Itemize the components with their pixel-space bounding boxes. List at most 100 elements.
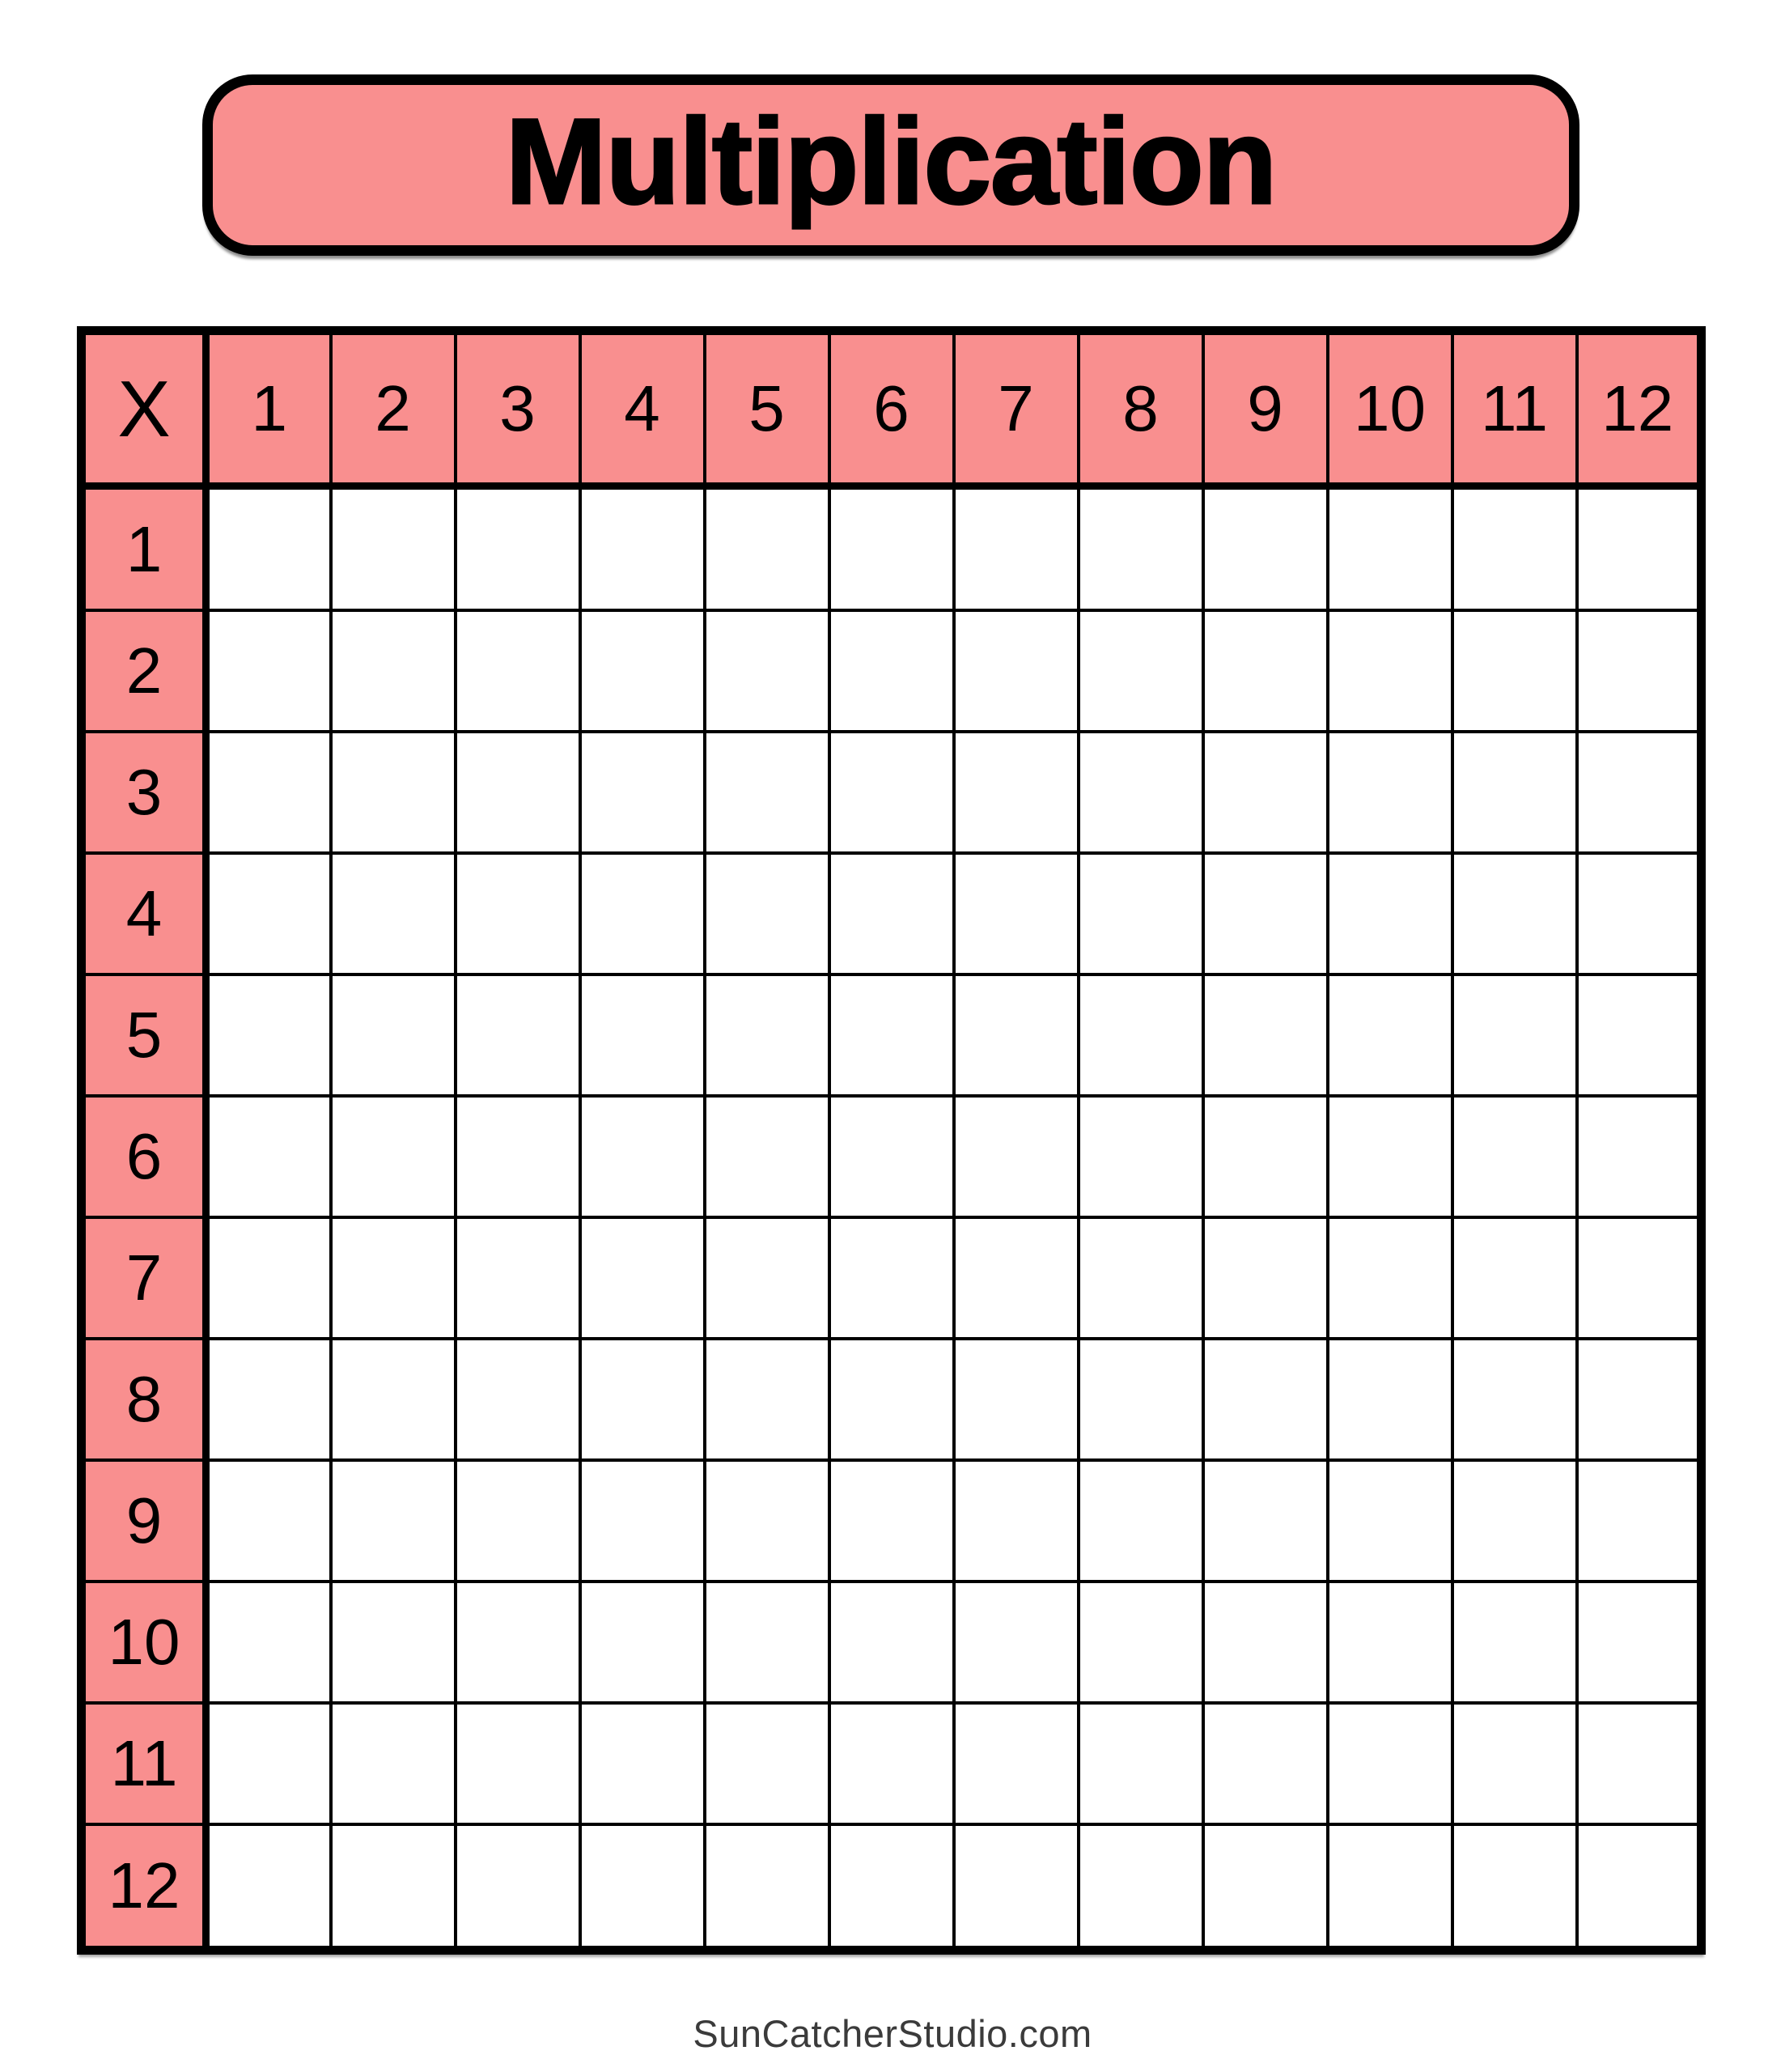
answer-cell (204, 730, 333, 856)
row-header-cell: 5 (79, 973, 210, 1098)
answer-cell (1076, 1701, 1205, 1827)
answer-cell (453, 484, 582, 613)
answer-cell (204, 1580, 333, 1705)
answer-cell (827, 730, 956, 856)
answer-cell (578, 730, 706, 856)
answer-cell (329, 1337, 457, 1463)
answer-cell (453, 1216, 582, 1341)
answer-cell (702, 609, 831, 734)
answer-cell (578, 1580, 706, 1705)
answer-cell (1201, 730, 1329, 856)
row-header-cell: 3 (79, 730, 210, 856)
answer-cell (1325, 973, 1454, 1098)
answer-cell (1450, 484, 1579, 613)
answer-cell (827, 851, 956, 977)
table-row: 10 (79, 1580, 1703, 1705)
column-header-cell: 8 (1076, 329, 1205, 490)
answer-cell (702, 973, 831, 1098)
answer-cell (578, 1337, 706, 1463)
answer-cell (1575, 1580, 1703, 1705)
answer-cell (578, 1216, 706, 1341)
answer-cell (578, 609, 706, 734)
answer-cell (702, 730, 831, 856)
corner-cell: X (79, 329, 210, 490)
answer-cell (1201, 1216, 1329, 1341)
answer-cell (578, 1094, 706, 1220)
answer-cell (1450, 1094, 1579, 1220)
answer-cell (329, 851, 457, 977)
answer-cell (702, 1823, 831, 1952)
answer-cell (1575, 609, 1703, 734)
answer-cell (702, 1337, 831, 1463)
answer-cell (1201, 1580, 1329, 1705)
table-row: 8 (79, 1337, 1703, 1463)
answer-cell (952, 1701, 1080, 1827)
column-header-cell: 7 (952, 329, 1080, 490)
answer-cell (1076, 1580, 1205, 1705)
answer-cell (1076, 1458, 1205, 1584)
answer-cell (1575, 1216, 1703, 1341)
table-row: 1 (79, 484, 1703, 613)
table-row: 12 (79, 1823, 1703, 1952)
answer-cell (1450, 1337, 1579, 1463)
answer-cell (702, 1701, 831, 1827)
row-header-cell: 7 (79, 1216, 210, 1341)
column-header-cell: 1 (204, 329, 333, 490)
answer-cell (329, 1823, 457, 1952)
answer-cell (1201, 1458, 1329, 1584)
answer-cell (952, 1216, 1080, 1341)
answer-cell (1450, 609, 1579, 734)
answer-cell (204, 1701, 333, 1827)
answer-cell (453, 609, 582, 734)
answer-cell (1076, 730, 1205, 856)
answer-cell (329, 1216, 457, 1341)
answer-cell (204, 851, 333, 977)
answer-cell (1201, 851, 1329, 977)
answer-cell (204, 1337, 333, 1463)
table-row: 4 (79, 851, 1703, 977)
answer-cell (329, 1094, 457, 1220)
answer-cell (1575, 1458, 1703, 1584)
answer-cell (827, 484, 956, 613)
answer-cell (1575, 730, 1703, 856)
table-row: 5 (79, 973, 1703, 1098)
answer-cell (1076, 1094, 1205, 1220)
answer-cell (1325, 730, 1454, 856)
answer-cell (1325, 609, 1454, 734)
column-header-cell: 6 (827, 329, 956, 490)
answer-cell (204, 1094, 333, 1220)
row-header-cell: 12 (79, 1823, 210, 1952)
row-header-cell: 8 (79, 1337, 210, 1463)
row-header-cell: 2 (79, 609, 210, 734)
table-row: 2 (79, 609, 1703, 734)
answer-cell (827, 1458, 956, 1584)
answer-cell (1076, 1216, 1205, 1341)
answer-cell (329, 1580, 457, 1705)
answer-cell (453, 1701, 582, 1827)
table-row: 6 (79, 1094, 1703, 1220)
answer-cell (1325, 484, 1454, 613)
answer-cell (578, 1823, 706, 1952)
row-header-cell: 9 (79, 1458, 210, 1584)
answer-cell (1325, 1580, 1454, 1705)
column-header-cell: 2 (329, 329, 457, 490)
answer-cell (329, 1458, 457, 1584)
row-header-cell: 4 (79, 851, 210, 977)
answer-cell (329, 1701, 457, 1827)
answer-cell (1076, 973, 1205, 1098)
answer-cell (204, 1216, 333, 1341)
column-header-cell: 12 (1575, 329, 1703, 490)
answer-cell (1076, 484, 1205, 613)
answer-cell (827, 1580, 956, 1705)
page-title: Multiplication (504, 93, 1278, 229)
answer-cell (204, 609, 333, 734)
answer-cell (1575, 851, 1703, 977)
answer-cell (1450, 1458, 1579, 1584)
answer-cell (952, 973, 1080, 1098)
answer-cell (827, 973, 956, 1098)
answer-cell (453, 1823, 582, 1952)
answer-cell (1450, 851, 1579, 977)
answer-cell (1325, 1458, 1454, 1584)
multiplication-table-body: X 1 2 3 4 5 6 7 8 9 10 11 12 1 2 3 4 5 6 7 8 9 10 11 12 (79, 329, 1703, 1952)
answer-cell (952, 1823, 1080, 1952)
